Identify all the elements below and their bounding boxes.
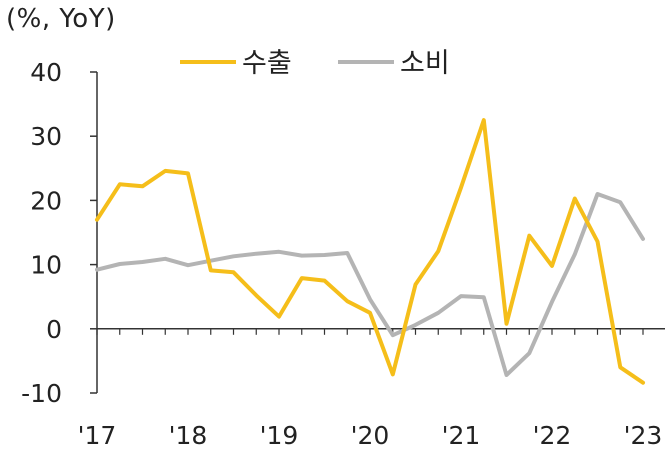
y-tick-label: 10: [30, 251, 62, 280]
y-tick-label: 30: [30, 122, 62, 151]
x-tick-label: '20: [351, 421, 390, 450]
x-tick-label: '23: [624, 421, 663, 450]
y-tick-label: 40: [30, 58, 62, 87]
y-tick-label: 0: [46, 315, 62, 344]
y-axis-unit-label: (%, YoY): [6, 4, 116, 34]
x-tick-label: '21: [442, 421, 481, 450]
series-line: [95, 118, 645, 385]
y-tick-label: -10: [21, 379, 62, 408]
series-line: [95, 192, 645, 377]
x-tick-label: '22: [533, 421, 572, 450]
legend-label: 수출: [242, 48, 292, 79]
legend-label: 소비: [400, 48, 450, 79]
y-tick-label: 20: [30, 186, 62, 215]
x-tick-label: '17: [78, 421, 117, 450]
x-tick-label: '19: [260, 421, 299, 450]
x-tick-label: '18: [169, 421, 208, 450]
